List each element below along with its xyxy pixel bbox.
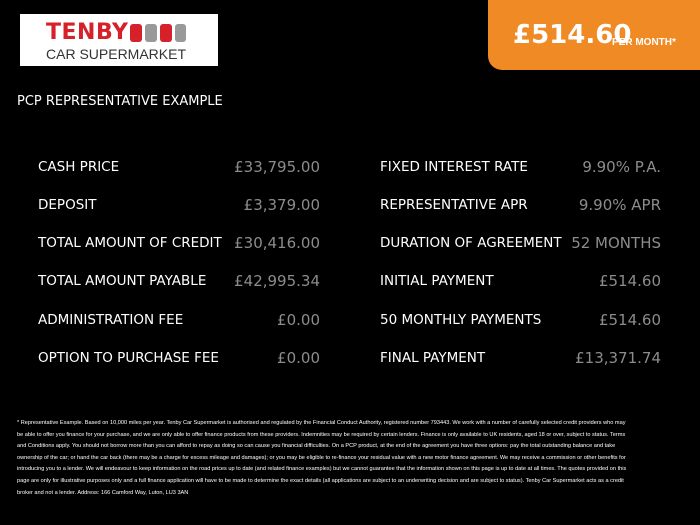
logo: TENBY CAR SUPERMARKET xyxy=(20,14,218,66)
price-note: PER MONTH* xyxy=(612,37,676,48)
row-label: FIXED INTEREST RATE xyxy=(380,159,528,175)
row-label: REPRESENTATIVE APR xyxy=(380,197,528,213)
row-value: £514.60 xyxy=(598,272,661,290)
row-value: £0.00 xyxy=(277,349,320,367)
row-value: £13,371.74 xyxy=(575,349,661,367)
row-value: 9.90% APR xyxy=(578,196,661,214)
row-value: 52 MONTHS xyxy=(571,234,661,252)
row-label: TOTAL AMOUNT PAYABLE xyxy=(38,273,207,289)
row-label: DURATION OF AGREEMENT xyxy=(380,235,562,251)
row-value: 9.90% P.A. xyxy=(582,158,661,176)
row-label: INITIAL PAYMENT xyxy=(380,273,494,289)
row-label: CASH PRICE xyxy=(38,159,120,175)
row-value: £30,416.00 xyxy=(234,234,320,252)
row-label: 50 MONTHLY PAYMENTS xyxy=(380,312,542,328)
row-label: ADMINISTRATION FEE xyxy=(38,312,184,328)
row-value: £0.00 xyxy=(277,311,320,329)
price-banner: £514.60 PER MONTH* xyxy=(488,0,700,70)
heading: PCP REPRESENTATIVE EXAMPLE xyxy=(17,94,223,109)
row-value: £33,795.00 xyxy=(234,158,320,176)
row-value: £42,995.34 xyxy=(234,272,320,290)
logo-tagline: CAR SUPERMARKET xyxy=(46,46,187,62)
row-label: OPTION TO PURCHASE FEE xyxy=(38,350,219,366)
logo-name: TENBY xyxy=(46,20,129,45)
row-value: £514.60 xyxy=(598,311,661,329)
row-label: TOTAL AMOUNT OF CREDIT xyxy=(38,235,222,251)
row-label: DEPOSIT xyxy=(38,197,97,213)
logo-icon xyxy=(130,24,186,42)
footnote: * Representative Example. Based on 10,00… xyxy=(17,420,627,496)
monthly-price: £514.60 xyxy=(513,20,632,50)
row-label: FINAL PAYMENT xyxy=(380,350,486,366)
row-value: £3,379.00 xyxy=(243,196,320,214)
